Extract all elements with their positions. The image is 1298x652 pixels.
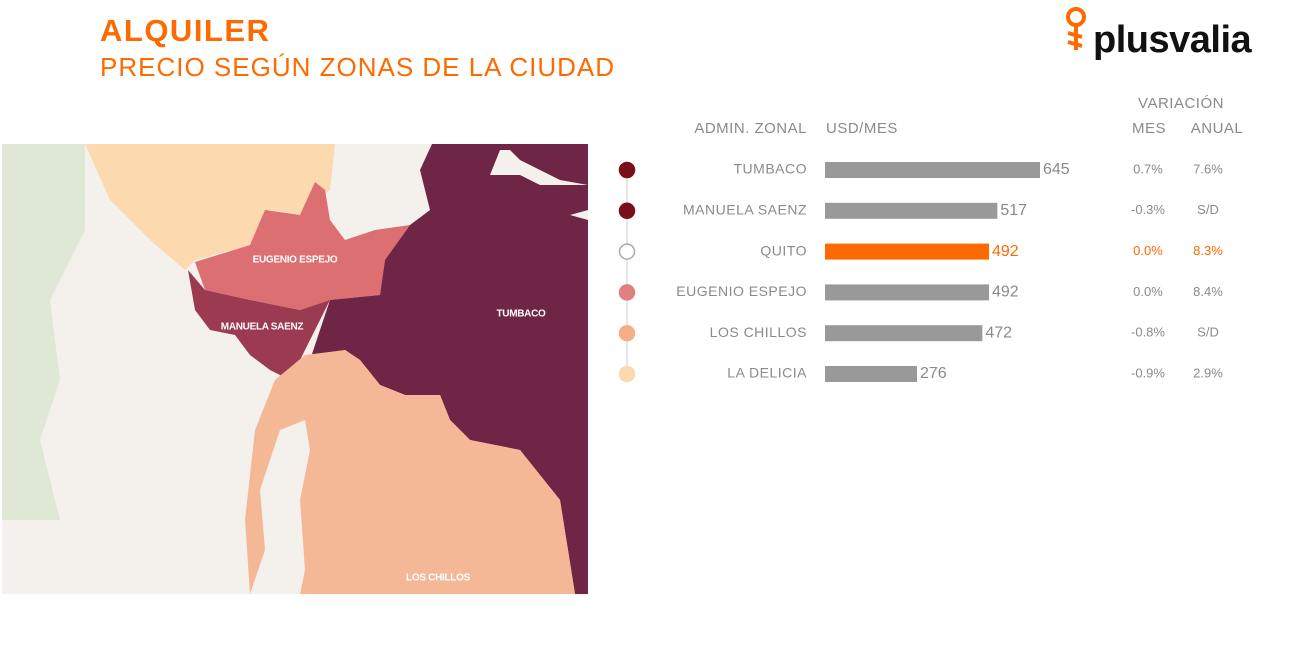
logo-icon xyxy=(1066,7,1086,27)
subtitle: PRECIO SEGÚN ZONAS DE LA CIUDAD xyxy=(100,52,615,82)
bar xyxy=(825,284,989,301)
year-variation: S/D xyxy=(1197,202,1219,217)
zone-manuela-saenz xyxy=(188,270,330,380)
price-label: 472 xyxy=(985,324,1012,341)
zone-tumbaco xyxy=(310,144,588,594)
column-header: VARIACIÓN xyxy=(1138,95,1224,112)
zone-label: LA DELICIA xyxy=(727,365,807,381)
bar xyxy=(825,243,989,260)
zone-la-delicia xyxy=(85,144,335,270)
table: ADMIN. ZONAL USD/MES VARIACIÓN MES ANUAL… xyxy=(618,95,1244,383)
year-variation: 7.6% xyxy=(1193,161,1223,176)
legend-dot xyxy=(618,243,636,260)
price-label: 276 xyxy=(920,365,947,382)
legend-dot xyxy=(618,324,636,342)
logo-icon xyxy=(1067,25,1083,50)
logo-text: plusvalia xyxy=(1093,19,1252,61)
month-variation: 0.0% xyxy=(1133,284,1163,299)
price-label: 492 xyxy=(992,243,1019,260)
map-label: MANUELA SAENZ xyxy=(221,322,304,333)
zone-label: MANUELA SAENZ xyxy=(683,202,807,218)
zone-label: EUGENIO ESPEJO xyxy=(676,283,807,299)
map-label: TUMBACO xyxy=(496,309,546,320)
legend-dot xyxy=(618,284,636,301)
zone-label: TUMBACO xyxy=(734,161,808,177)
map: EUGENIO ESPEJO MANUELA SAENZ TUMBACO LOS… xyxy=(2,144,588,594)
column-header: USD/MES xyxy=(826,120,898,137)
month-variation: 0.0% xyxy=(1133,243,1163,258)
zone-label: LOS CHILLOS xyxy=(710,324,807,340)
column-header: ADMIN. ZONAL xyxy=(694,120,807,137)
year-variation: 8.3% xyxy=(1193,243,1223,258)
bar xyxy=(825,202,998,219)
column-header: MES xyxy=(1132,120,1166,137)
year-variation: 2.9% xyxy=(1193,365,1223,380)
month-variation: 0.7% xyxy=(1133,161,1163,176)
bar xyxy=(825,162,1040,178)
zone-label: QUITO xyxy=(760,242,807,258)
column-header: ANUAL xyxy=(1191,120,1244,137)
map-label: EUGENIO ESPEJO xyxy=(253,255,338,266)
logo: plusvalia xyxy=(1066,7,1253,61)
price-label: 492 xyxy=(992,284,1019,301)
month-variation: -0.8% xyxy=(1131,325,1165,340)
bar xyxy=(825,325,983,342)
month-variation: -0.3% xyxy=(1131,202,1165,217)
zone-eugenio-espejo xyxy=(195,182,410,310)
legend-dot xyxy=(618,161,636,179)
zone-los-chillos xyxy=(245,350,575,594)
title: ALQUILER xyxy=(100,13,270,48)
price-label: 645 xyxy=(1043,161,1070,178)
bar xyxy=(825,366,917,382)
legend-dot xyxy=(618,202,636,220)
year-variation: 8.4% xyxy=(1193,284,1223,299)
legend-dot xyxy=(618,365,636,383)
year-variation: S/D xyxy=(1197,325,1219,340)
map-green xyxy=(2,144,85,520)
month-variation: -0.9% xyxy=(1131,365,1165,380)
price-label: 517 xyxy=(1000,202,1027,219)
map-label: LOS CHILLOS xyxy=(406,573,471,584)
